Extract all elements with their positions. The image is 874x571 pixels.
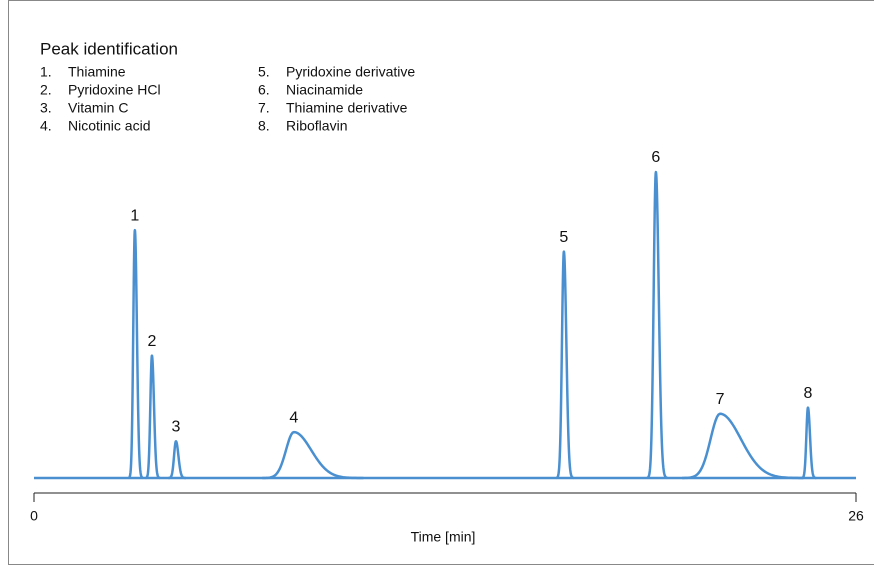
legend-number: 3. [40, 100, 52, 116]
x-tick-label: 26 [848, 508, 864, 524]
peak [144, 354, 162, 480]
peak [682, 412, 804, 480]
peak-label: 1 [130, 207, 139, 224]
x-axis-label: Time [min] [411, 529, 476, 545]
legend-name: Pyridoxine HCl [68, 82, 161, 98]
legend-number: 5. [258, 64, 270, 80]
legend-name: Pyridoxine derivative [286, 64, 415, 80]
legend-title: Peak identification [40, 39, 178, 58]
frame [8, 0, 874, 565]
legend-number: 4. [40, 118, 52, 134]
legend-name: Thiamine derivative [286, 100, 408, 116]
peak-label: 8 [803, 385, 812, 402]
legend-number: 6. [258, 82, 270, 98]
legend-number: 8. [258, 118, 270, 134]
peak-label: 6 [651, 149, 660, 166]
legend-number: 7. [258, 100, 270, 116]
legend-number: 1. [40, 64, 52, 80]
legend-name: Niacinamide [286, 82, 363, 98]
peak-label: 4 [289, 409, 298, 426]
peak [646, 170, 669, 480]
peak-label: 5 [559, 229, 568, 246]
peak-label: 7 [716, 391, 725, 408]
legend-name: Nicotinic acid [68, 118, 150, 134]
x-tick-label: 0 [30, 508, 38, 524]
legend-name: Riboflavin [286, 118, 347, 134]
legend-name: Thiamine [68, 64, 126, 80]
legend-number: 2. [40, 82, 52, 98]
peak [555, 250, 575, 480]
peak [167, 440, 187, 480]
peak-label: 3 [171, 418, 180, 435]
peak-label: 2 [147, 333, 156, 350]
peak [127, 228, 145, 480]
peak [800, 406, 818, 480]
peak [262, 430, 364, 480]
legend-name: Vitamin C [68, 100, 128, 116]
